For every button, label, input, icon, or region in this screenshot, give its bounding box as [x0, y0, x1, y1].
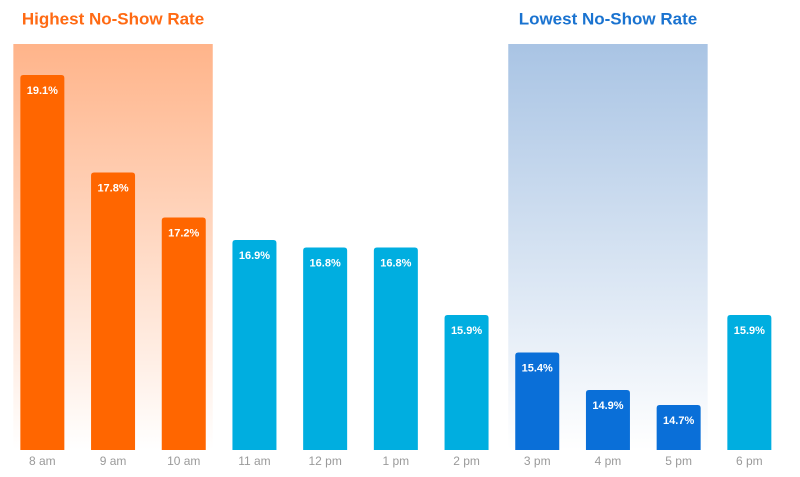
value-label: 17.2% — [168, 227, 199, 239]
x-tick-label: 8 am — [29, 454, 56, 468]
value-label: 15.9% — [451, 325, 482, 337]
bar — [444, 315, 489, 450]
bar — [656, 405, 701, 450]
value-label: 15.4% — [522, 362, 553, 374]
highlight-label: Lowest No-Show Rate — [519, 9, 698, 28]
highlight-label: Highest No-Show Rate — [22, 9, 204, 28]
value-label: 14.7% — [663, 415, 694, 427]
value-label: 17.8% — [97, 182, 128, 194]
value-label: 19.1% — [27, 85, 58, 97]
value-label: 16.9% — [239, 250, 270, 262]
x-tick-label: 3 pm — [524, 454, 551, 468]
bar — [91, 172, 136, 450]
bar — [232, 240, 277, 450]
x-tick-label: 4 pm — [595, 454, 622, 468]
bar — [373, 247, 418, 450]
bar — [727, 315, 772, 450]
x-tick-label: 5 pm — [665, 454, 692, 468]
bar — [515, 352, 560, 450]
value-label: 15.9% — [734, 325, 765, 337]
bar — [20, 75, 65, 450]
x-tick-label: 11 am — [238, 454, 270, 468]
x-tick-label: 2 pm — [453, 454, 480, 468]
value-label: 14.9% — [592, 400, 623, 412]
value-label: 16.8% — [310, 257, 341, 269]
x-tick-label: 12 pm — [308, 454, 341, 468]
x-tick-label: 10 am — [167, 454, 200, 468]
bar — [585, 390, 630, 450]
x-tick-label: 6 pm — [736, 454, 763, 468]
x-tick-label: 9 am — [100, 454, 127, 468]
x-tick-label: 1 pm — [383, 454, 410, 468]
bar — [161, 217, 206, 450]
value-label: 16.8% — [380, 257, 411, 269]
bar — [303, 247, 348, 450]
